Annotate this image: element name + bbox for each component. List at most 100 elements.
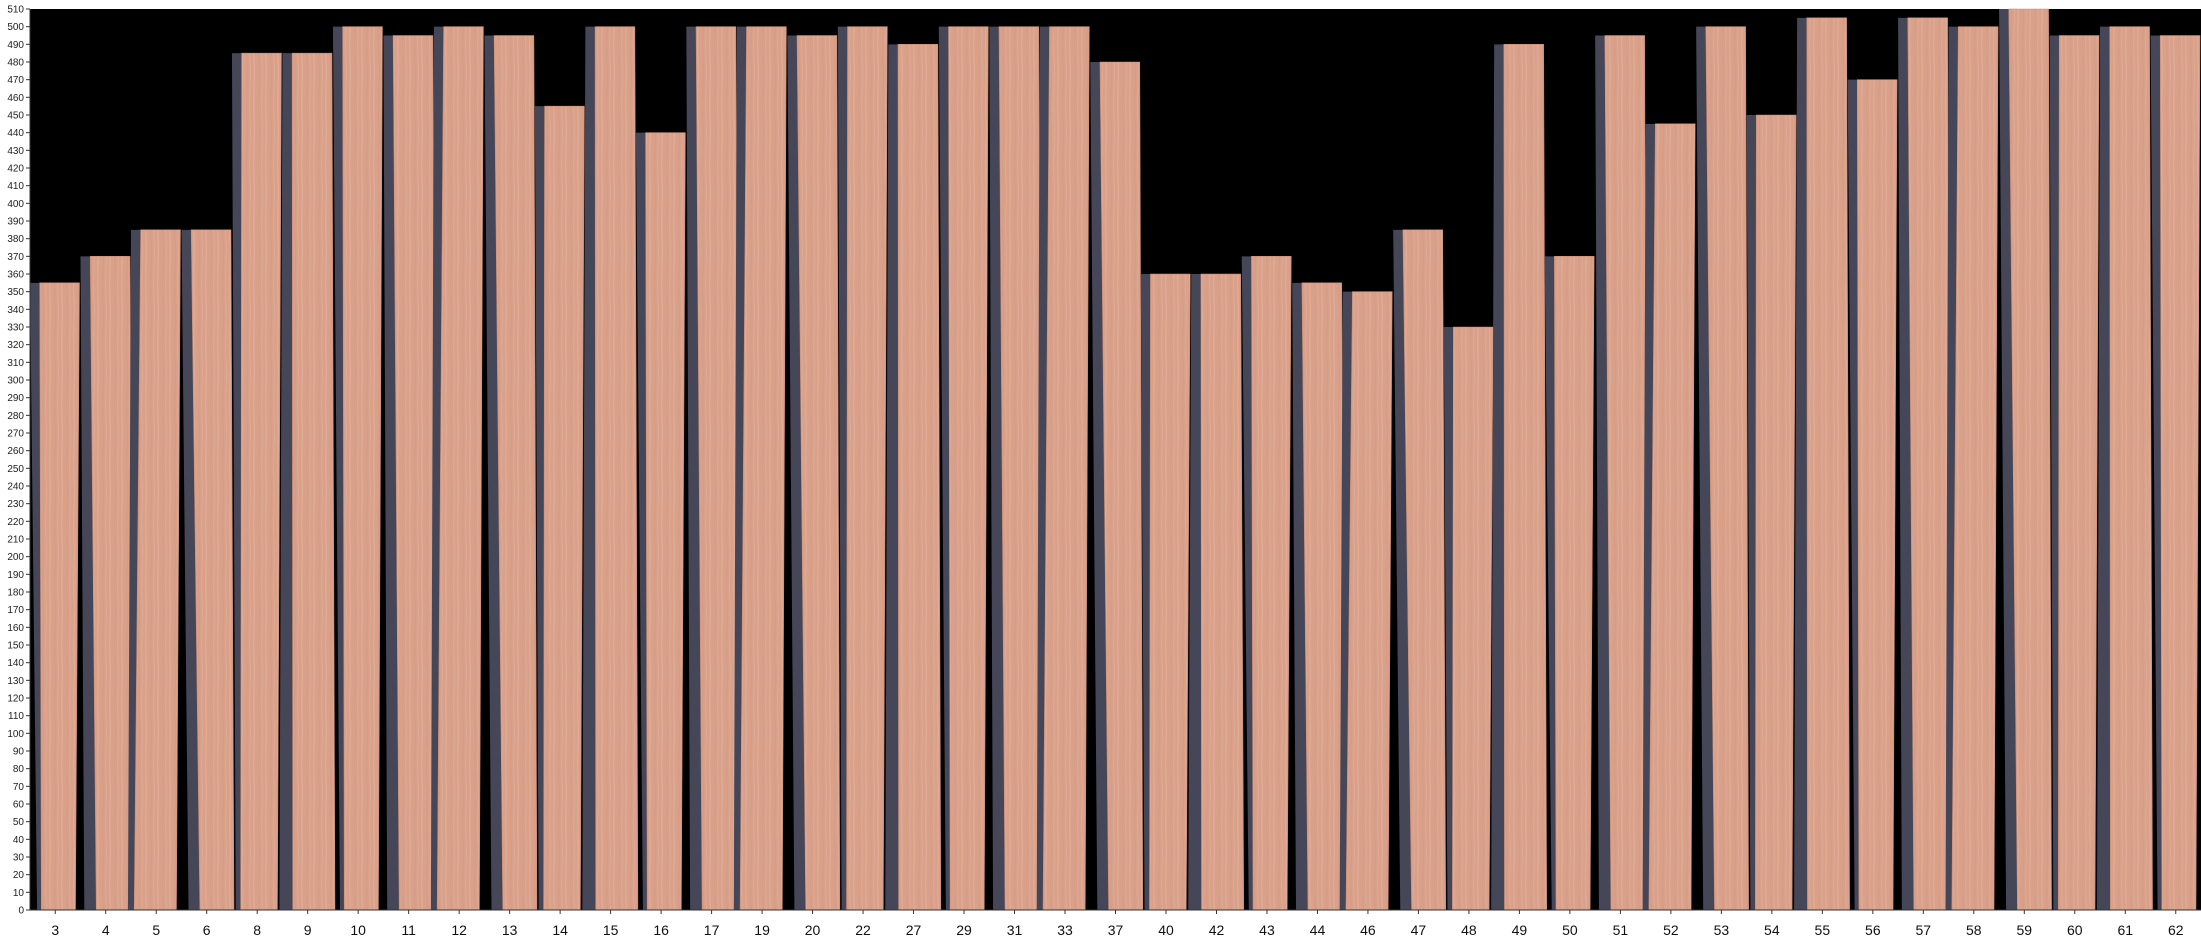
y-tick-label-180: 180 [7,588,24,599]
bar-57 [1907,17,1951,911]
y-tick-label-90: 90 [13,747,25,758]
y-tick-label-360: 360 [7,270,24,281]
bar-10 [342,26,383,911]
bar-54 [1755,114,1797,911]
y-tick-label-220: 220 [7,517,24,528]
bar-44 [1301,282,1346,911]
y-tick-label-70: 70 [13,782,25,793]
y-tick-label-130: 130 [7,676,24,687]
x-tick-label-59: 59 [2017,922,2033,938]
x-tick-label-60: 60 [2067,922,2083,938]
bar-58 [1951,26,1999,911]
y-tick-label-20: 20 [13,870,25,881]
bar-15 [594,26,639,911]
x-tick-label-33: 33 [1057,922,1073,938]
bar-52 [1648,123,1696,911]
y-tick-label-340: 340 [7,305,24,316]
bar-55 [1806,17,1850,911]
y-tick-label-160: 160 [7,623,24,634]
bar-49 [1503,44,1547,911]
bar-5 [133,229,181,911]
x-tick-label-61: 61 [2117,922,2133,938]
bar-17 [695,26,740,911]
y-tick-label-40: 40 [13,835,25,846]
y-tick-label-370: 370 [7,252,24,263]
bar-4 [89,256,134,911]
y-tick-label-290: 290 [7,393,24,404]
x-tick-label-48: 48 [1461,922,1477,938]
bar-8 [240,52,282,911]
bar-62 [2159,35,2201,911]
bar-48 [1452,326,1494,911]
x-tick-label-17: 17 [704,922,720,938]
x-tick-label-49: 49 [1512,922,1528,938]
bar-16 [645,132,686,911]
y-tick-label-440: 440 [7,128,24,139]
bar-56 [1856,79,1898,911]
y-tick-label-390: 390 [7,217,24,228]
y-tick-label-310: 310 [7,358,24,369]
x-tick-label-3: 3 [51,922,59,938]
x-tick-label-58: 58 [1966,922,1982,938]
x-tick-label-50: 50 [1562,922,1578,938]
bar-3 [39,282,80,911]
bar-14 [543,105,585,911]
bar-19 [739,26,787,911]
y-tick-label-110: 110 [8,711,24,722]
y-tick-label-330: 330 [7,323,24,334]
x-tick-label-40: 40 [1158,922,1174,938]
y-tick-label-270: 270 [7,429,24,440]
y-tick-label-480: 480 [7,58,24,69]
x-tick-label-51: 51 [1613,922,1629,938]
y-tick-label-300: 300 [7,376,24,387]
y-tick-label-450: 450 [7,111,24,122]
y-tick-label-320: 320 [7,340,24,351]
x-tick-label-16: 16 [653,922,669,938]
y-tick-label-470: 470 [7,75,24,86]
x-tick-label-6: 6 [203,922,211,938]
y-tick-label-140: 140 [7,658,24,669]
x-tick-label-13: 13 [502,922,518,938]
x-tick-label-56: 56 [1865,922,1881,938]
x-tick-label-15: 15 [603,922,619,938]
y-tick-label-250: 250 [7,464,24,475]
y-tick-label-210: 210 [7,535,24,546]
y-tick-label-60: 60 [13,800,25,811]
x-tick-label-37: 37 [1108,922,1124,938]
x-tick-label-44: 44 [1310,922,1326,938]
y-tick-label-500: 500 [7,22,24,33]
bar-42 [1200,273,1245,911]
x-tick-label-27: 27 [906,922,922,938]
y-tick-label-400: 400 [7,199,24,210]
y-tick-label-510: 510 [7,5,24,16]
x-tick-label-12: 12 [451,922,467,938]
x-tick-label-20: 20 [805,922,821,938]
x-tick-label-46: 46 [1360,922,1376,938]
plot-area [30,8,2201,911]
x-tick-label-42: 42 [1209,922,1225,938]
y-tick-label-490: 490 [7,40,24,51]
x-tick-label-29: 29 [956,922,972,938]
y-tick-label-0: 0 [18,906,24,917]
bar-33 [1042,26,1090,911]
y-tick-label-230: 230 [7,499,24,510]
y-tick-label-150: 150 [7,641,24,652]
y-tick-label-240: 240 [7,482,24,493]
y-tick-label-100: 100 [7,729,24,740]
bar-12 [436,26,484,911]
y-tick-label-280: 280 [7,411,24,422]
y-tick-label-10: 10 [13,888,25,899]
y-tick-label-380: 380 [7,234,24,245]
x-tick-label-10: 10 [350,922,366,938]
x-tick-label-19: 19 [754,922,770,938]
x-tick-label-55: 55 [1815,922,1831,938]
x-tick-label-5: 5 [152,922,160,938]
x-tick-label-62: 62 [2168,922,2184,938]
y-tick-label-50: 50 [13,817,25,828]
y-tick-label-420: 420 [7,164,24,175]
y-tick-label-190: 190 [7,570,24,581]
x-tick-label-31: 31 [1007,922,1023,938]
y-tick-label-350: 350 [7,287,24,298]
